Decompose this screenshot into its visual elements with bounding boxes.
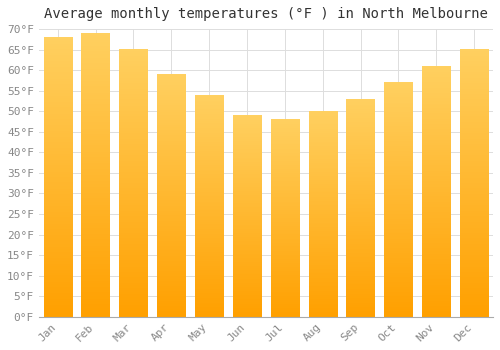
Title: Average monthly temperatures (°F ) in North Melbourne: Average monthly temperatures (°F ) in No… xyxy=(44,7,488,21)
